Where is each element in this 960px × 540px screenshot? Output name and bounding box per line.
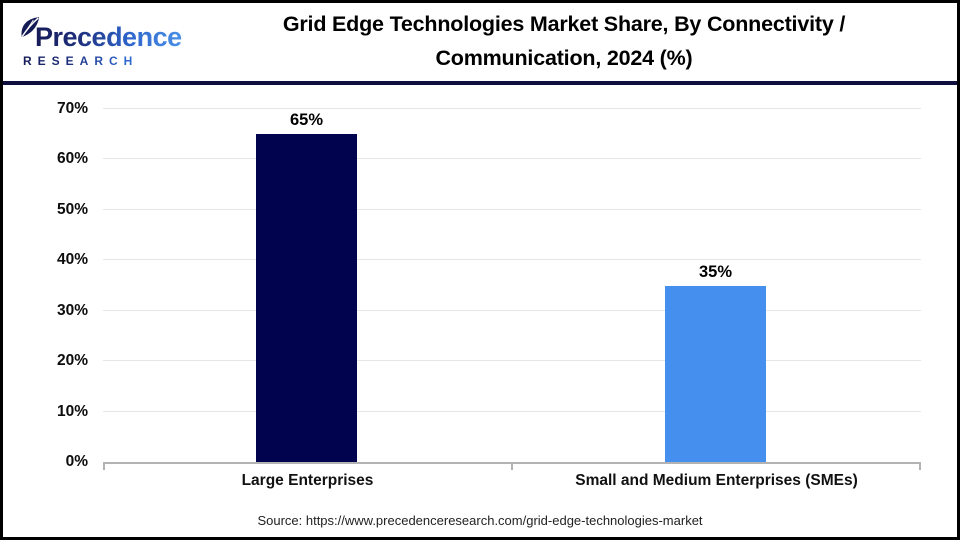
x-label-large-enterprises: Large Enterprises [241,472,374,489]
y-tick-label: 50% [56,200,88,218]
gridline [103,208,921,210]
gridline [103,158,921,160]
chart-title-line1: Grid Edge Technologies Market Share, By … [282,11,846,36]
bar-large-enterprises: 65% [256,111,357,462]
precedence-logo: Precedence RESEARCH [3,16,182,68]
header-divider [3,81,957,85]
x-label-smes: Small and Medium Enterprises (SMEs) [575,472,858,489]
gridline [103,410,921,412]
logo-brand-text: Precedence [35,21,182,52]
leaf-icon [21,16,40,37]
y-tick-label: 0% [65,453,88,470]
y-tick-label: 10% [56,402,88,420]
gridline [103,259,921,261]
gridline [103,108,921,109]
y-tick-label: 20% [56,352,88,370]
x-axis-tick [919,463,921,470]
header: Precedence RESEARCH Grid Edge Technologi… [3,3,957,80]
bar-value-label-large-enterprises: 65% [289,111,324,130]
y-axis-labels: 0% 10% 20% 30% 40% 50% 60% 70% [3,100,88,470]
y-tick-label: 30% [56,301,88,319]
chart-title: Grid Edge Technologies Market Share, By … [181,8,957,76]
y-tick-label: 70% [56,100,88,117]
chart-title-line2: Communication, 2024 (%) [435,45,693,70]
y-tick-label: 60% [56,150,88,168]
gridline [103,360,921,362]
x-axis-category-labels: Large Enterprises Small and Medium Enter… [103,472,921,490]
x-axis-tick [103,463,105,470]
logo-subtitle-text: RESEARCH [20,54,181,68]
bar-value-label-smes: 35% [698,262,733,281]
plot-area: 65% 35% [103,108,921,470]
source-text: Source: https://www.precedenceresearch.c… [257,513,703,528]
x-axis-tick [511,463,513,470]
gridline [103,309,921,311]
y-tick-label: 40% [56,251,88,269]
bar-smes: 35% [665,263,766,462]
